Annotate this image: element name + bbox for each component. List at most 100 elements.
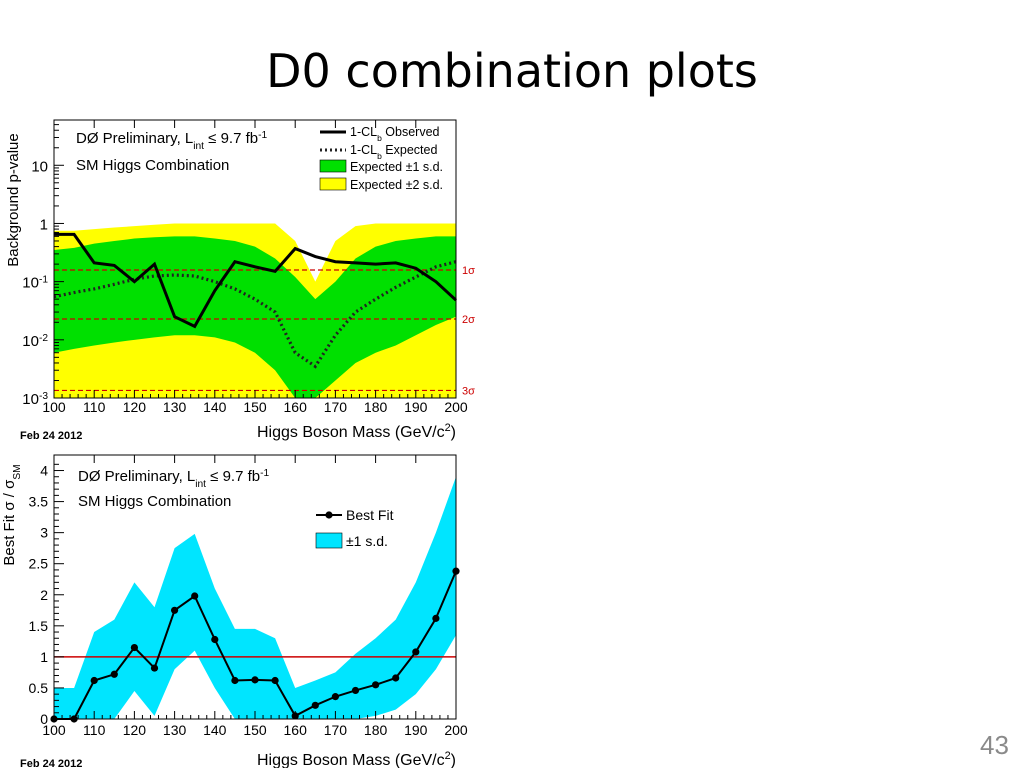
x-tick-label: 150 bbox=[243, 722, 267, 738]
best-fit-band-1sd bbox=[54, 476, 456, 719]
observed-line bbox=[54, 232, 458, 329]
slide-title: D0 combination plots bbox=[266, 44, 758, 98]
page-number: 43 bbox=[980, 730, 1009, 760]
x-tick-label: 180 bbox=[364, 399, 388, 415]
x-tick-label: 190 bbox=[404, 722, 428, 738]
plot-title-part: ≤ 9.7 fb bbox=[206, 468, 260, 485]
legend-expected-label-part: Expected bbox=[382, 143, 438, 157]
best-fit-point bbox=[150, 664, 159, 672]
y-axis-label: Best Fit σ / σSM bbox=[1, 464, 23, 565]
x-axis-label-part: Higgs Boson Mass (GeV/c bbox=[257, 424, 445, 441]
x-axis-label: Higgs Boson Mass (GeV/c2) bbox=[257, 750, 456, 768]
y-tick-label-part: 10 bbox=[22, 333, 39, 350]
x-tick-label: 170 bbox=[324, 399, 348, 415]
y-axis-label-part: Background p-value bbox=[5, 133, 22, 266]
legend-2sd-label: Expected ±2 s.d. bbox=[350, 178, 443, 192]
plot-title-part: DØ Preliminary, L bbox=[76, 130, 193, 147]
plot-subtitle: SM Higgs Combination bbox=[78, 493, 231, 510]
legend-band-label: ±1 s.d. bbox=[346, 533, 388, 549]
y-tick-label: 3.5 bbox=[29, 494, 49, 510]
y-axis-label: Background p-value bbox=[5, 133, 22, 266]
y-tick-label-part: -3 bbox=[39, 391, 48, 402]
legend-band-swatch bbox=[315, 532, 343, 549]
plot-date: Feb 24 2012 bbox=[20, 430, 82, 442]
x-tick-label: 180 bbox=[364, 722, 388, 738]
sigma-label: 3σ bbox=[462, 385, 475, 397]
y-tick-label: 3 bbox=[40, 525, 48, 541]
legend-expected-label-part: 1-CL bbox=[350, 143, 377, 157]
best-fit-point bbox=[231, 676, 239, 685]
best-fit-point bbox=[351, 686, 360, 695]
sigma-label: 2σ bbox=[462, 314, 475, 326]
y-tick-label: 1 bbox=[40, 649, 48, 665]
x-tick-label: 120 bbox=[123, 722, 147, 738]
x-axis-label-part: Higgs Boson Mass (GeV/c bbox=[257, 752, 445, 768]
y-tick-label: 10-1 bbox=[22, 274, 48, 292]
y-axis-label-part: SM bbox=[12, 464, 23, 479]
legend-observed-label-part: b bbox=[377, 133, 382, 143]
legend-best-fit-marker bbox=[325, 511, 333, 519]
x-tick-label: 100 bbox=[42, 399, 66, 415]
plot-title-part: DØ Preliminary, L bbox=[78, 468, 195, 485]
y-tick-label-part: 10 bbox=[31, 158, 48, 175]
plot-title-part: int bbox=[193, 141, 204, 152]
legend-expected-label: 1-CLb Expected bbox=[350, 143, 437, 161]
best-fit-point bbox=[271, 676, 279, 685]
x-tick-label: 160 bbox=[284, 399, 308, 415]
y-tick-label: 10 bbox=[31, 158, 48, 175]
y-tick-label-part: -1 bbox=[39, 274, 48, 285]
x-axis-label-part: 2 bbox=[445, 750, 451, 762]
x-axis-label: Higgs Boson Mass (GeV/c2) bbox=[257, 422, 456, 441]
plot-title: DØ Preliminary, Lint ≤ 9.7 fb-1 bbox=[76, 130, 268, 152]
y-tick-label: 10-2 bbox=[22, 332, 48, 350]
legend-observed-label: 1-CLb Observed bbox=[350, 125, 440, 143]
best-fit-point bbox=[211, 635, 219, 644]
y-tick-label: 4 bbox=[40, 463, 48, 479]
best-fit-point bbox=[110, 670, 118, 678]
plot-title: DØ Preliminary, Lint ≤ 9.7 fb-1 bbox=[78, 468, 270, 490]
x-tick-label: 120 bbox=[123, 399, 147, 415]
best-fit-point bbox=[392, 674, 400, 682]
plot-subtitle: SM Higgs Combination bbox=[76, 157, 229, 174]
legend-observed-label-part: 1-CL bbox=[350, 125, 377, 139]
y-tick-label: 2.5 bbox=[29, 556, 49, 572]
x-tick-label: 190 bbox=[404, 399, 428, 415]
x-tick-label: 200 bbox=[444, 399, 468, 415]
best-fit-point bbox=[412, 648, 420, 656]
best-fit-point bbox=[331, 693, 339, 701]
best-fit-point bbox=[251, 676, 259, 684]
best-fit-point bbox=[311, 701, 319, 709]
y-axis-label-part: Best Fit σ / σ bbox=[1, 479, 18, 566]
y-tick-label: 0 bbox=[40, 711, 48, 727]
y-tick-label-part: -2 bbox=[39, 332, 48, 343]
sigma-label: 1σ bbox=[462, 265, 475, 277]
x-tick-label: 100 bbox=[42, 722, 66, 738]
best-fit-point bbox=[130, 643, 138, 652]
legend-1sd-label: Expected ±1 s.d. bbox=[350, 160, 443, 174]
y-tick-label: 0.5 bbox=[29, 680, 49, 696]
legend-2sd-swatch bbox=[319, 177, 347, 191]
y-tick-label-part: 1 bbox=[40, 216, 48, 233]
legend-1sd-swatch bbox=[319, 159, 347, 173]
x-tick-label: 110 bbox=[83, 399, 106, 415]
x-axis-label-part: ) bbox=[451, 752, 456, 768]
x-axis-label-part: 2 bbox=[445, 422, 451, 434]
plot-title-part: ≤ 9.7 fb bbox=[204, 130, 258, 147]
x-tick-label: 110 bbox=[83, 722, 106, 738]
expected-band-1sd bbox=[54, 236, 456, 398]
plot-date: Feb 24 2012 bbox=[20, 758, 82, 768]
y-tick-label-part: 10 bbox=[22, 275, 39, 292]
best-fit-point bbox=[372, 681, 380, 689]
x-tick-label: 130 bbox=[163, 722, 187, 738]
y-tick-label: 2 bbox=[40, 587, 48, 603]
y-tick-label-part: 10 bbox=[22, 391, 39, 408]
best-fit-point bbox=[90, 676, 98, 685]
x-tick-label: 150 bbox=[243, 399, 267, 415]
x-tick-label: 130 bbox=[163, 399, 187, 415]
x-axis-label-part: ) bbox=[451, 424, 456, 441]
legend-best-fit-label: Best Fit bbox=[346, 507, 394, 523]
y-tick-label: 10-3 bbox=[22, 391, 48, 409]
x-tick-label: 170 bbox=[324, 722, 348, 738]
x-tick-label: 140 bbox=[203, 722, 227, 738]
